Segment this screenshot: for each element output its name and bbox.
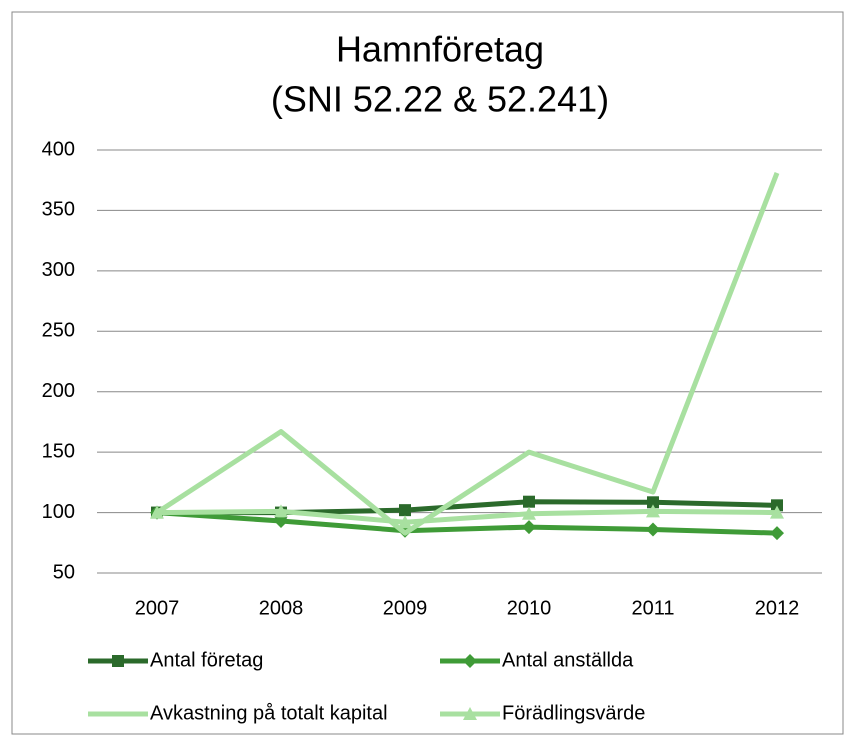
legend-label: Förädlingsvärde: [502, 702, 645, 724]
y-tick-label: 150: [42, 440, 75, 462]
marker: [522, 506, 536, 520]
marker: [770, 526, 784, 541]
x-tick-label: 2012: [755, 597, 800, 619]
marker: [523, 495, 535, 508]
chart-subtitle: (SNI 52.22 & 52.241): [271, 79, 609, 120]
x-tick-label: 2011: [631, 597, 674, 619]
chart-frame: [11, 11, 844, 735]
legend-label: Antal företag: [150, 649, 263, 671]
series-line: [156, 510, 778, 536]
x-tick-label: 2010: [507, 597, 552, 619]
y-tick-label: 300: [42, 259, 75, 281]
x-tick-label: 2007: [135, 597, 180, 619]
marker: [398, 515, 412, 529]
marker: [647, 496, 659, 509]
marker: [646, 504, 660, 518]
y-tick-label: 200: [42, 380, 75, 402]
y-tick-label: 100: [42, 501, 75, 523]
marker: [112, 655, 124, 667]
y-tick-label: 350: [42, 199, 75, 221]
marker: [274, 504, 288, 518]
marker: [522, 520, 536, 535]
marker: [399, 504, 411, 517]
marker: [150, 505, 164, 519]
y-tick-label: 400: [42, 138, 75, 160]
series-line: [156, 508, 778, 525]
x-tick-label: 2008: [259, 597, 304, 619]
chart-title: Hamnföretag: [336, 29, 544, 70]
marker: [463, 707, 477, 720]
marker: [771, 499, 783, 512]
marker: [463, 654, 477, 668]
marker: [646, 522, 660, 537]
legend-label: Avkastning på totalt kapital: [150, 702, 388, 724]
marker: [274, 514, 288, 529]
series-line: [155, 172, 780, 536]
y-tick-label: 50: [53, 561, 75, 583]
y-tick-label: 250: [42, 320, 75, 342]
legend-label: Antal anställda: [502, 649, 634, 671]
marker: [770, 505, 784, 519]
x-tick-label: 2009: [383, 597, 428, 619]
